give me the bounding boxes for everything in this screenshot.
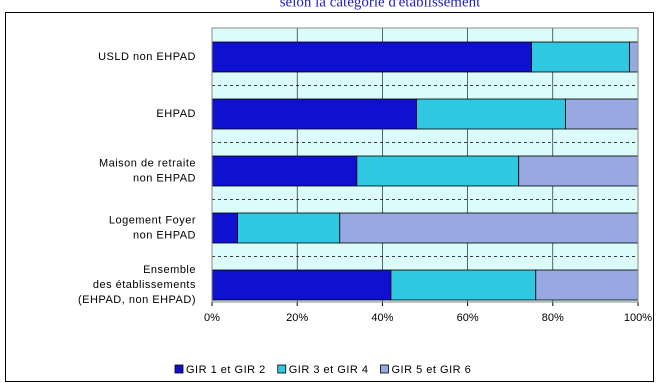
y-tick-label: Logement Foyer bbox=[109, 214, 196, 226]
y-tick-label: Maison de retraite bbox=[99, 157, 196, 169]
y-tick-label: USLD non EHPAD bbox=[98, 51, 196, 63]
bar-segment bbox=[211, 98, 417, 130]
bar-segment bbox=[518, 155, 639, 187]
legend-label: GIR 3 et GIR 4 bbox=[289, 364, 369, 376]
y-tick-label: non EHPAD bbox=[133, 229, 196, 241]
legend-label: GIR 5 et GIR 6 bbox=[392, 364, 472, 376]
bar-segment bbox=[211, 41, 532, 73]
bar-segment bbox=[211, 269, 392, 301]
y-tick-label: des établissements bbox=[93, 279, 196, 291]
x-tick-label: 80% bbox=[542, 312, 564, 324]
x-tick-label: 0% bbox=[204, 312, 220, 324]
bar-segment bbox=[629, 41, 639, 73]
y-tick-label: non EHPAD bbox=[133, 172, 196, 184]
chart-title: selon la catégorie d'établissement bbox=[280, 0, 481, 10]
y-tick-label: (EHPAD, non EHPAD) bbox=[78, 294, 196, 306]
x-tick-label: 40% bbox=[371, 312, 393, 324]
legend-swatch bbox=[174, 364, 184, 374]
bar-segment bbox=[339, 212, 639, 244]
legend-swatch bbox=[277, 364, 287, 374]
legend-label: GIR 1 et GIR 2 bbox=[186, 364, 266, 376]
bar-segment bbox=[390, 269, 537, 301]
x-tick-label: 100% bbox=[624, 312, 652, 324]
y-tick-label: Ensemble bbox=[143, 264, 196, 276]
legend-swatch bbox=[380, 364, 389, 374]
bar-segment bbox=[416, 98, 566, 130]
bar-segment bbox=[535, 269, 639, 301]
bar-segment bbox=[237, 212, 341, 244]
bar-segment bbox=[211, 155, 358, 187]
bar-segment bbox=[531, 41, 630, 73]
plot-area bbox=[211, 27, 639, 303]
bar-segment bbox=[565, 98, 639, 130]
bar-segment bbox=[356, 155, 520, 187]
y-tick-label: EHPAD bbox=[156, 108, 196, 120]
x-tick-label: 20% bbox=[286, 312, 308, 324]
bar-segment bbox=[211, 212, 238, 244]
x-tick-label: 60% bbox=[457, 312, 479, 324]
